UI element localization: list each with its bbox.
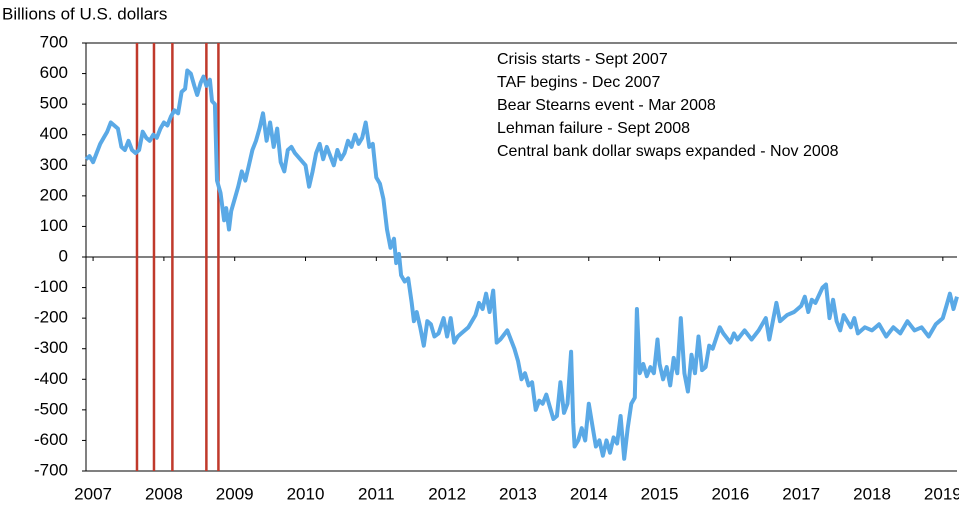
x-tick-label: 2007 xyxy=(74,484,112,503)
y-tick-label: -600 xyxy=(34,430,68,449)
y-tick-label: 300 xyxy=(40,155,68,174)
annotation: Bear Stearns event - Mar 2008 xyxy=(497,97,716,114)
x-tick-label: 2010 xyxy=(287,484,325,503)
y-tick-label: 0 xyxy=(59,246,68,265)
y-tick-label: -100 xyxy=(34,277,68,296)
y-tick-label: -200 xyxy=(34,308,68,327)
y-tick-label: -400 xyxy=(34,369,68,388)
axis-title: Billions of U.S. dollars xyxy=(2,4,167,23)
x-tick-label: 2017 xyxy=(782,484,820,503)
x-tick-label: 2012 xyxy=(428,484,466,503)
x-tick-label: 2018 xyxy=(853,484,891,503)
y-tick-label: 500 xyxy=(40,94,68,113)
x-tick-label: 2015 xyxy=(641,484,679,503)
y-tick-label: -700 xyxy=(34,460,68,479)
x-tick-label: 2016 xyxy=(711,484,749,503)
x-tick-label: 2009 xyxy=(216,484,254,503)
x-tick-label: 2019 xyxy=(924,484,959,503)
x-tick-label: 2008 xyxy=(145,484,183,503)
y-tick-label: -300 xyxy=(34,338,68,357)
y-tick-label: 400 xyxy=(40,124,68,143)
y-tick-label: 200 xyxy=(40,185,68,204)
y-tick-label: 700 xyxy=(40,32,68,51)
annotation: Central bank dollar swaps expanded - Nov… xyxy=(497,143,839,160)
x-tick-label: 2013 xyxy=(499,484,537,503)
annotation: TAF begins - Dec 2007 xyxy=(497,74,660,91)
x-tick-label: 2011 xyxy=(358,484,395,503)
annotation: Lehman failure - Sept 2008 xyxy=(497,120,690,137)
y-tick-label: 600 xyxy=(40,63,68,82)
x-tick-label: 2014 xyxy=(570,484,608,503)
y-tick-label: -500 xyxy=(34,399,68,418)
y-tick-label: 100 xyxy=(40,216,68,235)
annotation: Crisis starts - Sept 2007 xyxy=(497,51,668,68)
data-line xyxy=(84,68,959,461)
